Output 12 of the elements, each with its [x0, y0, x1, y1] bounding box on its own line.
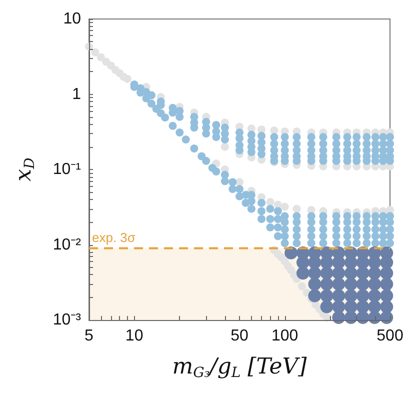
- ref-line-label: exp. 3σ: [92, 230, 136, 246]
- y-tick-label: 10: [63, 10, 82, 28]
- y-tick-label: 10⁻²: [52, 236, 82, 254]
- x-tick-label: 100: [271, 328, 298, 344]
- y-tick-label: 1: [72, 86, 82, 103]
- x-tick-label: 500: [376, 328, 404, 344]
- x-tick-label: 10: [125, 328, 144, 344]
- y-tick-label: 10⁻³: [52, 312, 82, 328]
- x-tick-label: 5: [84, 328, 94, 344]
- x-tick-label: 50: [230, 328, 248, 344]
- y-axis-title: xD: [12, 158, 38, 182]
- y-tick-label: 10⁻¹: [52, 161, 81, 178]
